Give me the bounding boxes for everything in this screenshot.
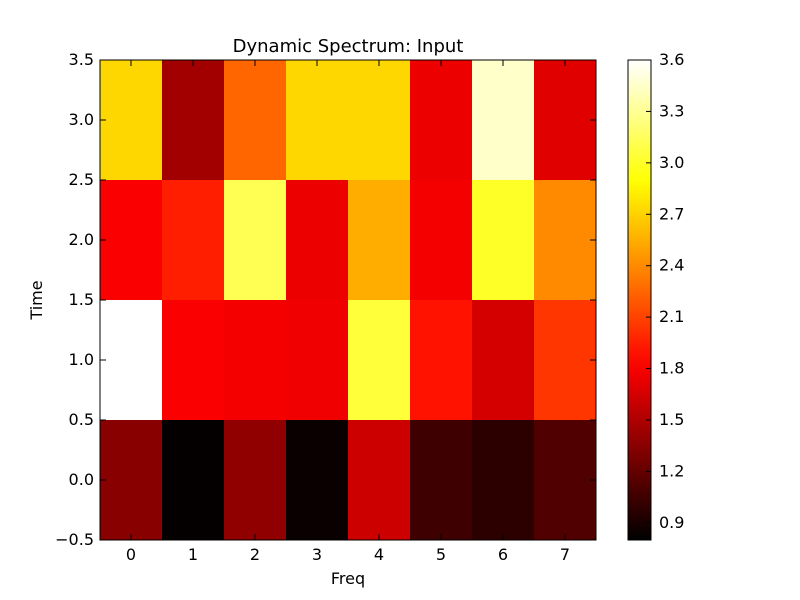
x-tick-label: 2 xyxy=(250,545,260,564)
x-tick-label: 0 xyxy=(126,545,136,564)
y-tick-label: 1.5 xyxy=(69,290,94,309)
y-tick-label: 2.5 xyxy=(69,170,94,189)
heatmap-cell xyxy=(348,60,410,180)
heatmap-cell xyxy=(348,420,410,540)
colorbar-tick-label: 1.8 xyxy=(659,359,684,378)
heatmap-cell xyxy=(534,60,596,180)
heatmap-cell xyxy=(472,60,534,180)
x-tick-label: 3 xyxy=(312,545,322,564)
heatmap-cell xyxy=(100,420,162,540)
colorbar-tick-label: 3.3 xyxy=(659,101,684,120)
x-tick-label: 7 xyxy=(560,545,570,564)
heatmap-cell xyxy=(286,180,348,300)
heatmap-cell xyxy=(162,60,224,180)
heatmap-cell xyxy=(410,180,472,300)
heatmap-cell xyxy=(472,300,534,420)
y-tick-label: 3.0 xyxy=(69,110,94,129)
heatmap-cell xyxy=(534,300,596,420)
x-axis-ticks: 0 1 2 3 4 5 6 7 xyxy=(126,60,570,564)
y-axis-ticks: −0.5 0.0 0.5 1.0 1.5 2.0 2.5 3.0 3.5 xyxy=(55,50,596,549)
colorbar-tick-label: 3.0 xyxy=(659,153,684,172)
heatmap-cell xyxy=(472,420,534,540)
heatmap-cell xyxy=(286,60,348,180)
heatmap-cell xyxy=(348,300,410,420)
x-tick-label: 6 xyxy=(498,545,508,564)
colorbar-tick-label: 2.1 xyxy=(659,307,684,326)
colorbar-tick-label: 0.9 xyxy=(659,513,684,532)
colorbar-tick-label: 1.5 xyxy=(659,410,684,429)
heatmap-cell xyxy=(162,420,224,540)
heatmap-cell xyxy=(224,60,286,180)
heatmap-cell xyxy=(472,180,534,300)
x-axis-label: Freq xyxy=(331,569,365,588)
colorbar-tick-label: 3.6 xyxy=(659,50,684,69)
heatmap-cell xyxy=(410,420,472,540)
colorbar-tick-label: 1.2 xyxy=(659,461,684,480)
x-tick-label: 5 xyxy=(436,545,446,564)
heatmap-cell xyxy=(410,60,472,180)
heatmap-cell xyxy=(286,420,348,540)
heatmap-cell xyxy=(286,300,348,420)
heatmap-cell xyxy=(410,300,472,420)
chart-title: Dynamic Spectrum: Input xyxy=(233,36,464,57)
y-axis-label: Time xyxy=(27,280,46,320)
y-tick-label: 0.5 xyxy=(69,410,94,429)
heatmap-cells xyxy=(100,60,596,540)
heatmap-cell xyxy=(348,180,410,300)
colorbar-tick-label: 2.4 xyxy=(659,256,684,275)
heatmap-cell xyxy=(100,300,162,420)
y-tick-label: −0.5 xyxy=(55,530,94,549)
y-tick-label: 2.0 xyxy=(69,230,94,249)
y-tick-label: 0.0 xyxy=(69,470,94,489)
x-tick-label: 1 xyxy=(188,545,198,564)
x-tick-label: 4 xyxy=(374,545,384,564)
colorbar-tick-label: 2.7 xyxy=(659,204,684,223)
y-tick-label: 1.0 xyxy=(69,350,94,369)
heatmap-cell xyxy=(100,180,162,300)
heatmap-cell xyxy=(224,300,286,420)
heatmap-cell xyxy=(534,180,596,300)
heatmap-cell xyxy=(224,180,286,300)
heatmap-cell xyxy=(224,420,286,540)
heatmap-cell xyxy=(162,180,224,300)
colorbar-ticks: 0.9 1.2 1.5 1.8 2.1 2.4 2.7 3.0 3.3 3.6 xyxy=(646,50,684,532)
heatmap-cell xyxy=(162,300,224,420)
heatmap-cell xyxy=(534,420,596,540)
heatmap-cell xyxy=(100,60,162,180)
y-tick-label: 3.5 xyxy=(69,50,94,69)
colorbar xyxy=(627,59,652,541)
